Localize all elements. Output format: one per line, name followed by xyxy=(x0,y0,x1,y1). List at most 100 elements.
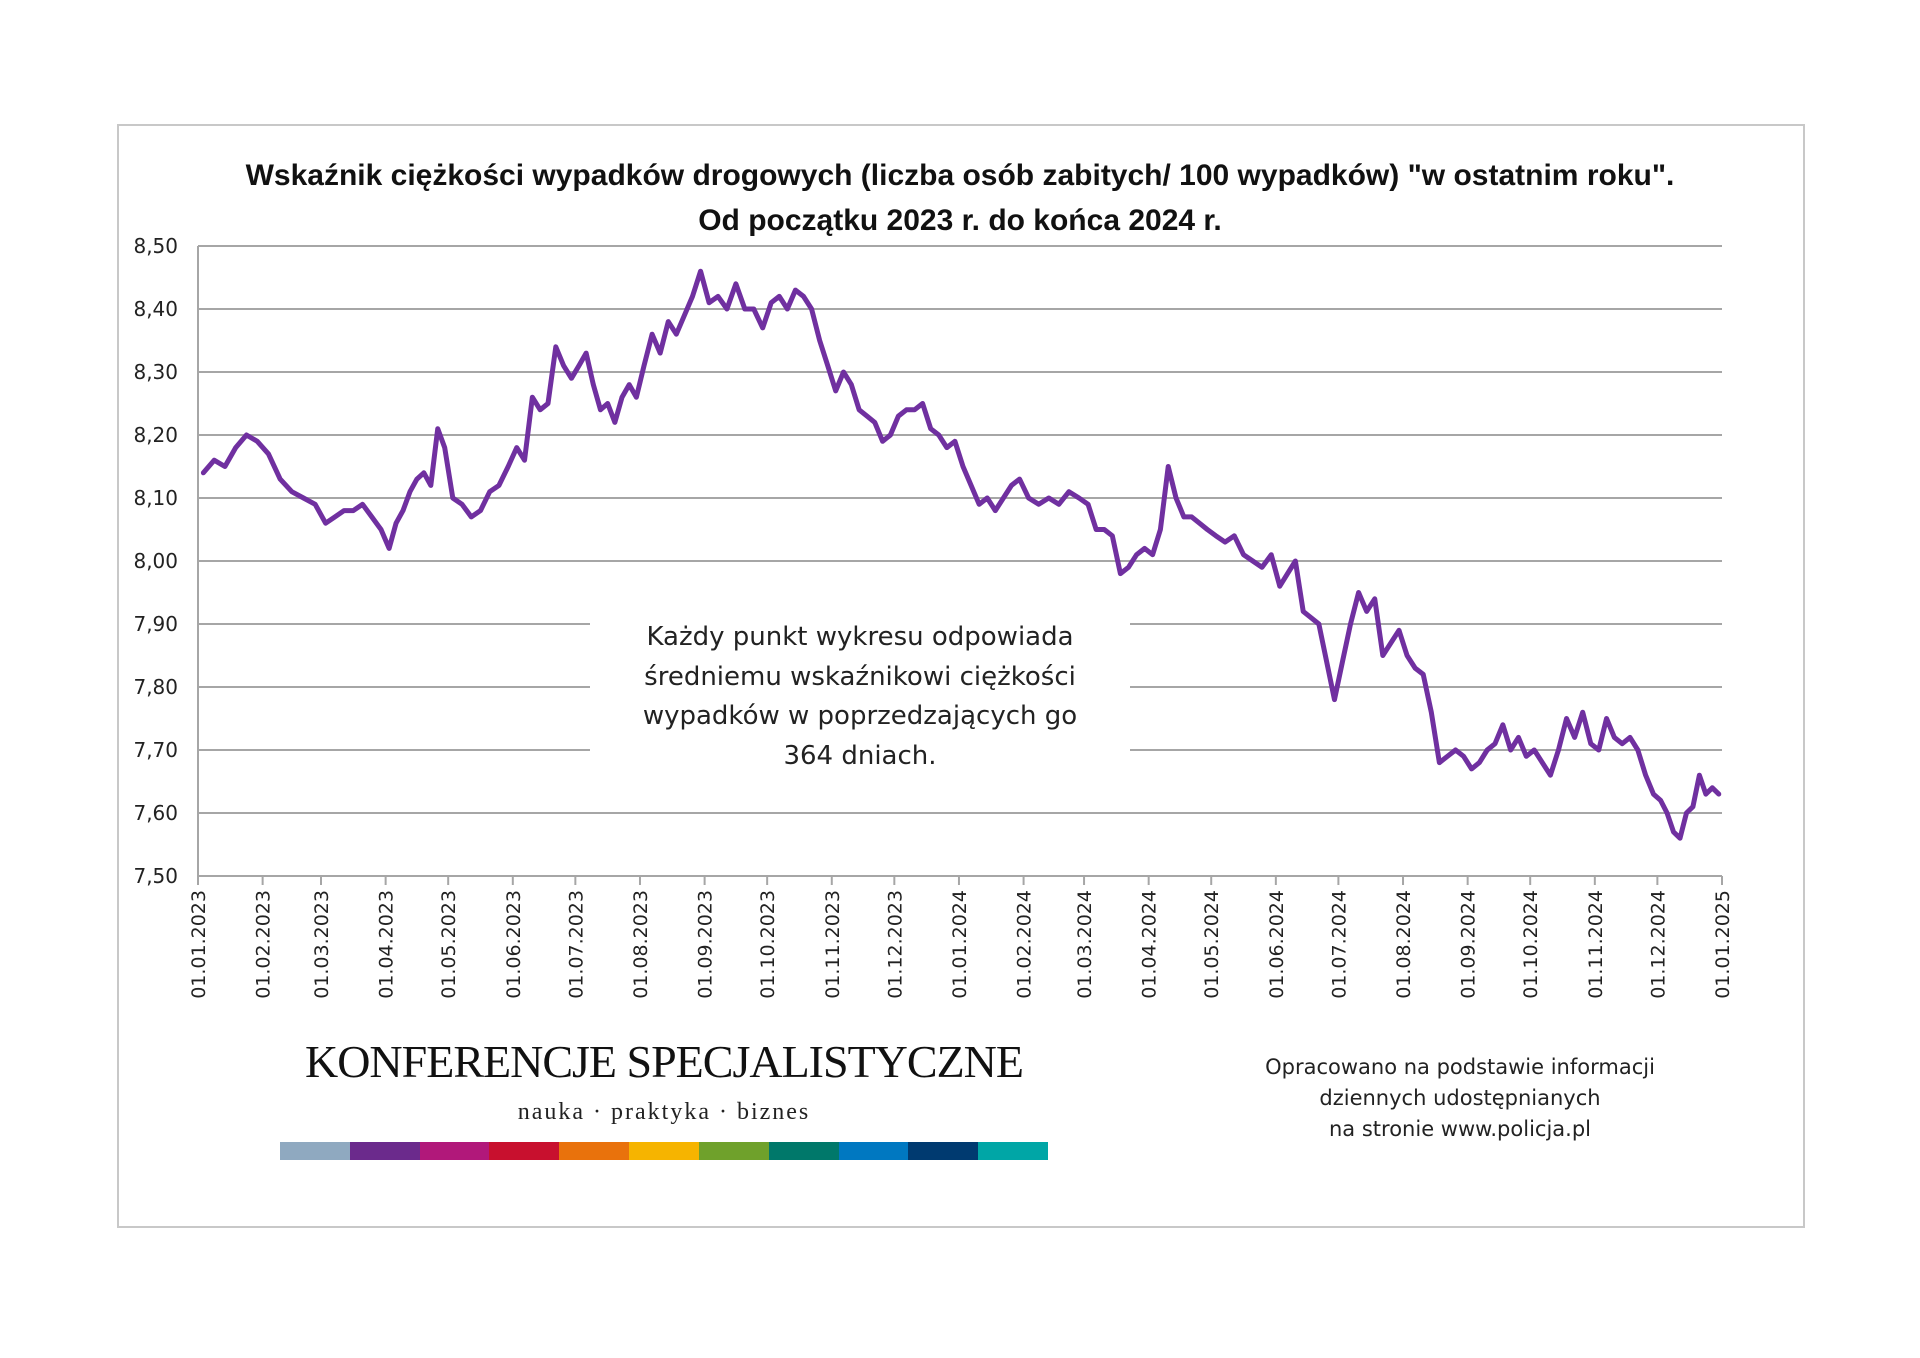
data-point xyxy=(585,352,587,354)
x-tick-label: 01.11.2023 xyxy=(822,890,844,999)
data-point xyxy=(753,308,755,310)
x-tick-label: 01.10.2023 xyxy=(757,890,779,999)
data-point xyxy=(614,421,616,423)
x-tick-label: 01.06.2024 xyxy=(1266,890,1288,999)
data-point xyxy=(1136,554,1138,556)
data-point xyxy=(1294,560,1296,562)
chart-title: Wskaźnik ciężkości wypadków drogowych (l… xyxy=(245,159,1675,192)
data-point xyxy=(1279,585,1281,587)
data-point xyxy=(1533,749,1535,751)
logo-color-bar xyxy=(280,1142,1048,1160)
data-point xyxy=(683,314,685,316)
data-point xyxy=(922,403,924,404)
source-line: Opracowano na podstawie informacji xyxy=(1265,1055,1655,1079)
data-point xyxy=(1287,573,1289,575)
data-point xyxy=(700,270,702,272)
data-point xyxy=(1358,592,1360,593)
data-point xyxy=(1252,560,1254,562)
data-point xyxy=(245,434,247,436)
data-point xyxy=(1261,566,1263,568)
data-point xyxy=(994,510,996,512)
x-tick-label: 01.01.2023 xyxy=(188,890,210,999)
data-point xyxy=(735,283,737,285)
data-point xyxy=(667,321,669,323)
data-point xyxy=(1471,768,1473,770)
data-point xyxy=(675,333,677,335)
data-point xyxy=(489,491,491,493)
source-line: dziennych udostępnianych xyxy=(1319,1086,1601,1110)
data-point xyxy=(1206,529,1208,530)
data-point xyxy=(1486,749,1488,751)
data-point xyxy=(1660,799,1662,801)
data-point xyxy=(1302,610,1304,612)
data-point xyxy=(409,491,411,493)
data-point xyxy=(708,302,710,304)
data-point xyxy=(803,295,805,297)
data-point xyxy=(531,396,533,398)
data-point xyxy=(325,522,327,524)
data-point xyxy=(1673,831,1675,833)
data-point xyxy=(744,308,746,310)
data-point xyxy=(1058,503,1060,505)
data-point xyxy=(726,308,728,310)
annotation-line: 364 dniach. xyxy=(783,740,937,771)
data-point xyxy=(1629,736,1631,738)
data-point xyxy=(1068,491,1070,493)
data-point xyxy=(1095,529,1097,530)
data-point xyxy=(470,516,472,518)
logo-tagline: nauka · praktyka · biznes xyxy=(517,1099,811,1125)
data-point xyxy=(778,295,780,297)
data-point xyxy=(461,503,463,505)
color-swatch xyxy=(698,1142,769,1160)
data-point xyxy=(643,365,645,367)
data-point xyxy=(1621,743,1623,745)
annotation-line: wypadków w poprzedzających go xyxy=(642,701,1078,731)
data-point xyxy=(416,478,418,480)
data-point xyxy=(1048,497,1050,499)
data-point xyxy=(954,440,956,442)
data-point xyxy=(1310,617,1312,619)
data-point xyxy=(1398,629,1400,631)
data-point xyxy=(1152,554,1154,556)
source-note: Opracowano na podstawie informacji dzien… xyxy=(1210,1052,1710,1145)
data-point xyxy=(279,478,281,480)
data-point xyxy=(1159,529,1161,530)
data-point xyxy=(563,365,565,367)
data-point xyxy=(224,466,226,467)
data-point xyxy=(930,428,932,430)
data-point xyxy=(962,466,964,467)
data-point xyxy=(570,377,572,379)
data-point xyxy=(1243,554,1245,556)
data-point xyxy=(1233,535,1235,537)
data-point xyxy=(978,503,980,505)
data-point xyxy=(1652,793,1654,795)
data-point xyxy=(1127,566,1129,568)
data-point xyxy=(843,371,845,373)
x-tick-label: 01.02.2024 xyxy=(1014,890,1036,999)
data-point xyxy=(1590,743,1592,745)
data-point xyxy=(914,409,916,411)
data-point xyxy=(362,503,364,505)
chart-frame xyxy=(117,124,1805,1228)
data-point xyxy=(1111,535,1113,537)
data-point xyxy=(1598,749,1600,751)
data-point xyxy=(819,340,821,341)
x-tick-label: 01.04.2023 xyxy=(376,890,398,999)
data-point xyxy=(1666,812,1668,814)
data-point xyxy=(1422,673,1424,675)
x-tick-label: 01.03.2023 xyxy=(311,890,333,999)
data-point xyxy=(352,510,354,512)
data-point xyxy=(1198,522,1200,524)
data-point xyxy=(423,472,425,474)
y-tick-label: 7,70 xyxy=(133,738,178,762)
x-tick-label: 01.07.2024 xyxy=(1328,890,1350,999)
data-point xyxy=(827,365,829,367)
data-point xyxy=(1613,736,1615,738)
data-point xyxy=(437,428,439,430)
data-point xyxy=(1606,718,1608,719)
x-tick-label: 01.09.2023 xyxy=(695,890,717,999)
color-swatch xyxy=(629,1142,699,1160)
data-point xyxy=(1525,755,1527,757)
data-point xyxy=(1167,466,1169,467)
